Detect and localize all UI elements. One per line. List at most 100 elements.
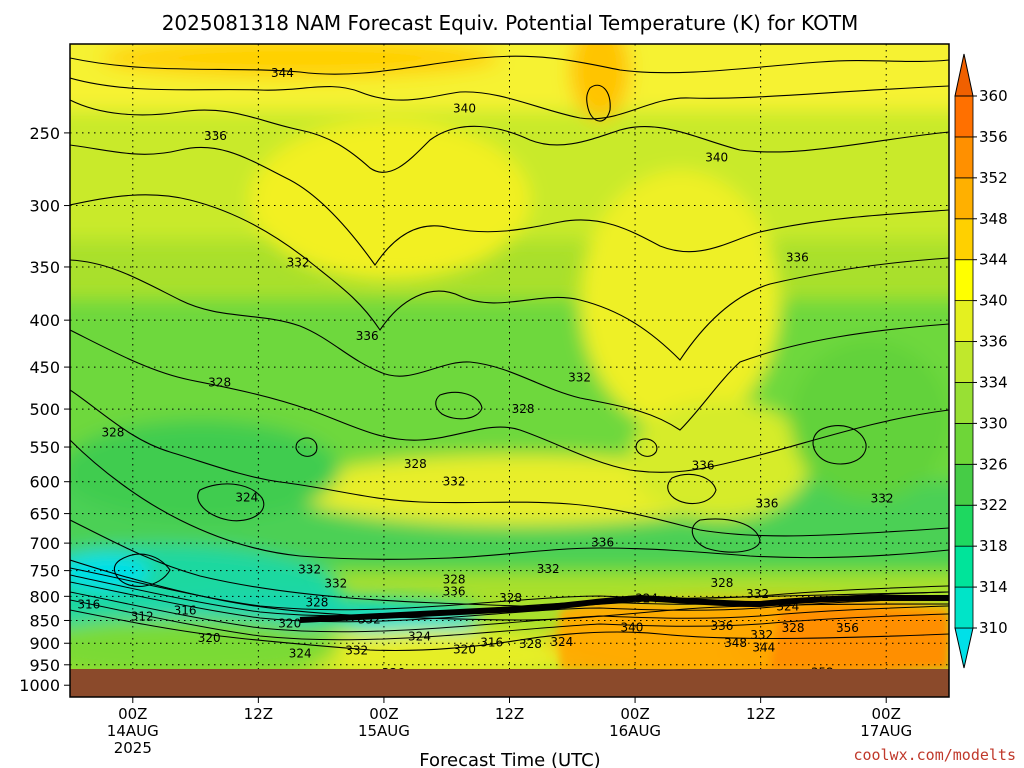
contour-line — [70, 439, 949, 560]
colorbar-tick-label: 310 — [979, 619, 1008, 637]
colorbar-segment — [954, 341, 974, 383]
x-tick-label: 17AUG — [860, 722, 912, 740]
contour-label: 320 — [198, 631, 221, 645]
colorbar-tick-label: 352 — [979, 169, 1008, 187]
contour-line — [586, 84, 611, 122]
contour-label: 336 — [786, 251, 809, 265]
contour-label: 336 — [204, 129, 227, 143]
contour-line — [667, 473, 717, 505]
contour-line — [70, 389, 949, 537]
y-tick-label: 1000 — [19, 676, 60, 695]
colorbar-segment — [954, 136, 974, 179]
y-tick-label: 300 — [29, 197, 60, 216]
field-patch-right-mid-yellow — [630, 400, 810, 520]
contour-label: 332 — [345, 644, 368, 658]
contour-label: 316 — [480, 635, 503, 649]
x-tick-label: 12Z — [746, 705, 775, 723]
colorbar-lower-arrow — [954, 627, 974, 669]
y-tick-label: 700 — [29, 534, 60, 553]
colorbar-tick-label: 360 — [979, 87, 1008, 105]
contour-line — [70, 144, 949, 266]
colorbar-segment — [954, 95, 974, 138]
contour-label: 324 — [635, 591, 658, 605]
contour-label: 332 — [298, 563, 321, 577]
contour-label: 332 — [287, 255, 310, 269]
contour-label: 324 — [289, 647, 312, 661]
credit-text: coolwx.com/modelts — [853, 746, 1016, 764]
x-tick-label: 12Z — [495, 705, 524, 723]
field-patch-low-yellow — [290, 630, 590, 680]
colorbar-tick-label: 314 — [979, 578, 1008, 596]
field-patch-low-left-green — [70, 618, 340, 678]
contour-line — [70, 77, 949, 120]
contour-line — [70, 194, 949, 361]
x-tick-label: 15AUG — [358, 722, 410, 740]
grid-lines — [70, 44, 949, 697]
colorbar: 310 314 318 322 326 330 334 336 340 344 348 352 356 3… — [954, 53, 1008, 669]
contour-label: 328 — [782, 621, 805, 635]
contour-label: 340 — [705, 151, 728, 165]
contour-label: 336 — [443, 584, 466, 598]
contour-label: 328 — [519, 637, 542, 651]
field-patch-mid-right-green — [790, 340, 949, 500]
x-tick-label: 00Z — [369, 705, 398, 723]
y-tick-label: 850 — [29, 611, 60, 630]
x-tick-label: 00Z — [620, 705, 649, 723]
y-tick-label: 800 — [29, 587, 60, 606]
y-tick-label: 750 — [29, 562, 60, 581]
contour-line — [70, 329, 949, 473]
colorbar-segment — [954, 218, 974, 261]
x-axis-label: Forecast Time (UTC) — [419, 750, 600, 768]
contour-label: 312 — [131, 610, 154, 624]
contour-label: 332 — [358, 613, 381, 627]
field-patch-valley-yellow — [250, 120, 530, 280]
colorbar-segment — [954, 300, 974, 342]
contour-line — [70, 567, 949, 611]
colorbar-tick-label: 322 — [979, 496, 1008, 514]
contour-label: 332 — [568, 371, 591, 385]
colorbar-tick-label: 318 — [979, 537, 1008, 555]
contour-label: 324 — [550, 635, 573, 649]
contour-label: 328 — [404, 457, 427, 471]
colorbar-upper-arrow — [954, 53, 974, 97]
contour-label: 328 — [512, 402, 535, 416]
x-tick-label: 12Z — [244, 705, 273, 723]
contour-label: 344 — [752, 641, 775, 655]
contour-label: 336 — [591, 536, 614, 550]
contour-line — [299, 594, 949, 623]
contour-label: 316 — [77, 598, 100, 612]
contour-label: 336 — [710, 619, 733, 633]
colorbar-segment — [954, 382, 974, 424]
x-tick-label: 2025 — [114, 739, 152, 757]
colorbar-segment — [954, 177, 974, 220]
y-tick-label: 450 — [29, 358, 60, 377]
contour-label: 332 — [537, 562, 560, 576]
contour-label: 324 — [235, 490, 258, 504]
x-tick-label: 14AUG — [107, 722, 159, 740]
contour-label: 316 — [174, 604, 197, 618]
contour-label: 332 — [746, 587, 769, 601]
contour-label: 332 — [750, 628, 773, 642]
contour-line — [70, 599, 949, 641]
colorbar-segment — [954, 463, 974, 506]
contour-line — [70, 609, 949, 652]
contour-line — [70, 591, 949, 633]
contour-label: 328 — [499, 591, 522, 605]
contour-label: 356 — [836, 621, 859, 635]
contour-label: 336 — [755, 497, 778, 511]
colorbar-segment — [954, 586, 974, 629]
colorbar-segment — [954, 504, 974, 547]
frontal-zone — [70, 567, 949, 641]
contour-label: 320 — [453, 642, 476, 656]
colorbar-tick-label: 330 — [979, 414, 1008, 432]
contour-line — [812, 425, 867, 465]
contour-label: 328 — [710, 576, 733, 590]
y-tick-label: 550 — [29, 438, 60, 457]
y-tick-label: 500 — [29, 400, 60, 419]
contour-line — [635, 438, 658, 457]
y-tick-label: 950 — [29, 656, 60, 675]
contour-label: 324 — [776, 600, 799, 614]
y-tick-label: 650 — [29, 505, 60, 524]
